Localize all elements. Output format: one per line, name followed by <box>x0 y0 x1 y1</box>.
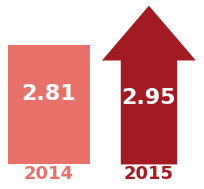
Text: 2015: 2015 <box>124 165 174 183</box>
Polygon shape <box>102 6 196 164</box>
Text: 2.95: 2.95 <box>122 88 176 108</box>
Bar <box>8 45 90 164</box>
Text: 2.81: 2.81 <box>22 84 76 105</box>
Text: 2014: 2014 <box>24 165 74 183</box>
